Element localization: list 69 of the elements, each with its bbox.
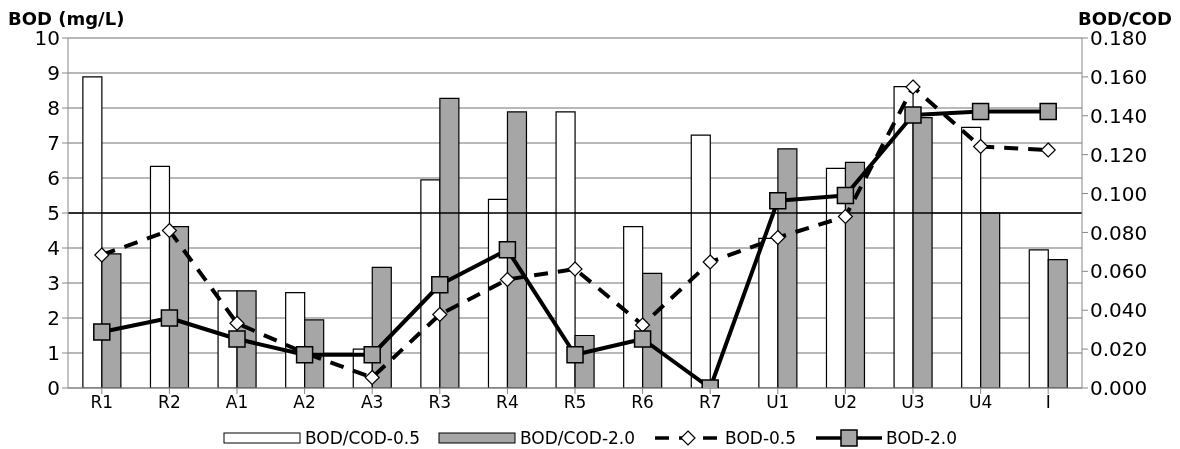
point bbox=[228, 330, 246, 348]
x-tick-label: R4 bbox=[496, 392, 519, 413]
y-tick-label: 1 bbox=[47, 341, 60, 366]
point bbox=[837, 208, 853, 225]
point bbox=[1040, 142, 1056, 158]
x-tick-label: R7 bbox=[698, 392, 722, 413]
point bbox=[635, 317, 651, 333]
point bbox=[94, 247, 110, 263]
x-tick-label: A3 bbox=[360, 392, 384, 413]
point bbox=[566, 346, 584, 364]
x-tick-label: U2 bbox=[833, 392, 858, 413]
point bbox=[161, 222, 177, 239]
y-tick-label: 6 bbox=[47, 166, 60, 191]
x-tick-label: U3 bbox=[901, 392, 925, 413]
y-tick-label: 4 bbox=[47, 236, 60, 261]
point bbox=[431, 276, 449, 294]
point bbox=[769, 192, 787, 210]
y2-tick-label: 0.100 bbox=[1090, 181, 1148, 206]
x-tick-label: R6 bbox=[631, 392, 654, 413]
y2-tick-label: 0.140 bbox=[1090, 103, 1148, 128]
point bbox=[498, 241, 517, 259]
y-tick-label: 3 bbox=[47, 271, 60, 296]
y2-tick-label: 0.000 bbox=[1090, 376, 1148, 401]
point bbox=[363, 346, 381, 364]
point bbox=[905, 79, 921, 95]
x-tick-label: U4 bbox=[968, 392, 993, 413]
y2-tick-label: 0.080 bbox=[1090, 220, 1148, 245]
y2-tick-label: 0.040 bbox=[1090, 298, 1148, 323]
legend-label: BOD/COD-0.5 bbox=[303, 428, 420, 448]
y-tick-label: 2 bbox=[47, 306, 60, 331]
legend-label: BOD-0.5 bbox=[724, 428, 797, 448]
point bbox=[1039, 102, 1057, 121]
point bbox=[971, 102, 990, 121]
x-tick-label: I bbox=[1045, 392, 1051, 413]
x-tick-label: U1 bbox=[766, 392, 790, 413]
x-tick-label: R1 bbox=[90, 392, 114, 413]
point bbox=[229, 315, 245, 331]
x-tick-label: R3 bbox=[428, 392, 452, 413]
point bbox=[836, 186, 855, 205]
y2-tick-label: 0.120 bbox=[1090, 142, 1148, 167]
y-tick-label: 5 bbox=[47, 201, 60, 226]
x-tick-label: R5 bbox=[563, 392, 587, 413]
point bbox=[93, 323, 111, 341]
y2-tick-label: 0.060 bbox=[1090, 259, 1148, 284]
y-tick-label: 10 bbox=[34, 26, 60, 51]
legend-label: BOD-2.0 bbox=[885, 428, 958, 448]
y-axis-title: BOD (mg/L) bbox=[8, 8, 125, 29]
point bbox=[904, 106, 922, 124]
point bbox=[160, 309, 179, 327]
point bbox=[633, 330, 652, 348]
point bbox=[770, 229, 786, 246]
legend-label: BOD/COD-2.0 bbox=[519, 428, 636, 448]
y2-tick-label: 0.180 bbox=[1090, 26, 1148, 51]
x-tick-label: A2 bbox=[293, 392, 316, 413]
y-tick-label: 8 bbox=[47, 96, 60, 121]
y2-axis-title: BOD/COD bbox=[1078, 8, 1172, 29]
point bbox=[499, 271, 515, 288]
point bbox=[702, 254, 718, 270]
point bbox=[364, 369, 380, 386]
y2-tick-label: 0.020 bbox=[1090, 337, 1148, 362]
x-tick-label: A1 bbox=[225, 392, 249, 413]
y-tick-label: 0 bbox=[47, 376, 60, 401]
point bbox=[973, 138, 989, 155]
y2-tick-label: 0.160 bbox=[1090, 64, 1148, 89]
x-tick-label: R2 bbox=[158, 392, 181, 413]
y-tick-label: 7 bbox=[47, 131, 60, 156]
point bbox=[567, 261, 583, 277]
y-tick-label: 9 bbox=[47, 61, 60, 86]
point bbox=[432, 306, 448, 323]
